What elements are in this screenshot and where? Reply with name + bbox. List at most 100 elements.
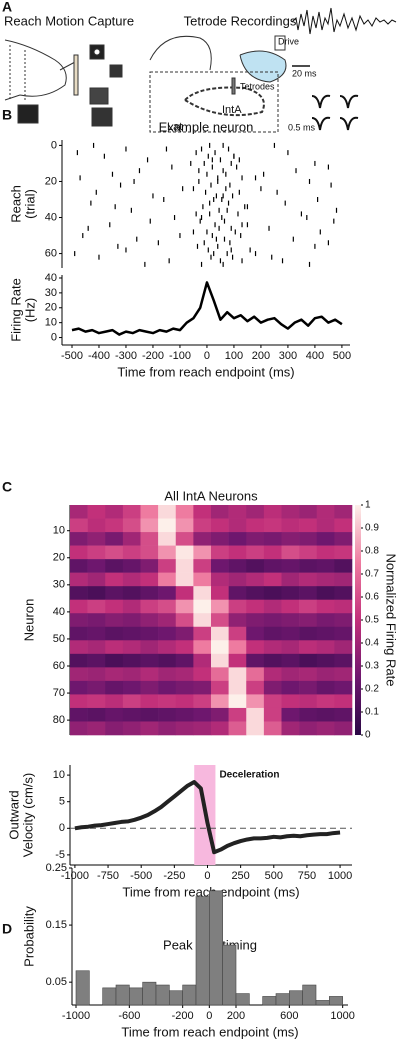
heatmap-cell <box>299 667 318 682</box>
x-tick-label: -200 <box>142 350 164 362</box>
heatmap-cell <box>228 586 247 601</box>
heatmap-cell <box>316 653 335 668</box>
heatmap-cell <box>193 613 212 628</box>
heatmap-cell <box>334 532 353 546</box>
heatmap-cell <box>158 586 177 601</box>
heatmap-cell <box>246 640 265 655</box>
heatmap-cell <box>246 518 265 533</box>
heatmap-cell <box>105 586 124 601</box>
heatmap-cell <box>334 667 353 682</box>
bar <box>142 981 157 1006</box>
heatmap-cell <box>299 518 318 533</box>
heatmap-cell <box>70 707 88 722</box>
y-tick-label: 30 <box>45 287 57 299</box>
heatmap-cell <box>246 559 265 573</box>
heatmap-cell <box>105 518 124 533</box>
colorbar-tick-label: 0.7 <box>365 569 379 580</box>
heatmap-cell <box>299 707 318 722</box>
bar <box>235 993 250 1006</box>
bar <box>275 993 290 1006</box>
heatmap-cell <box>122 707 141 722</box>
heatmap-cell <box>334 599 353 614</box>
heatmap-cell <box>175 721 194 736</box>
heatmap-cell <box>228 680 247 695</box>
heatmap-cell <box>299 694 318 709</box>
heatmap-cell <box>228 653 247 668</box>
heatmap-cell <box>281 532 300 546</box>
panel-label: B <box>2 107 12 123</box>
y-tick-label: 40 <box>53 606 65 618</box>
heatmap-cell <box>281 667 300 682</box>
heatmap-cell <box>122 572 141 587</box>
heatmap-cell <box>246 572 265 587</box>
heatmap-cell <box>334 721 353 736</box>
heatmap-cell <box>87 640 106 655</box>
heatmap-cell <box>316 613 335 628</box>
heatmap-cell <box>334 505 353 519</box>
heatmap-cell <box>211 626 229 641</box>
heatmap-cell <box>316 518 335 533</box>
heatmap-cell <box>281 572 300 587</box>
heatmap-cell <box>281 545 300 560</box>
y-tick-label: 10 <box>45 317 57 329</box>
heatmap-cell <box>105 532 124 546</box>
heatmap-cell <box>193 572 212 587</box>
line <box>74 780 341 855</box>
heatmap-cell <box>281 721 300 736</box>
heatmap-cell <box>246 680 265 695</box>
heatmap-cell <box>281 518 300 533</box>
bar <box>75 970 90 1006</box>
heatmap-cell <box>263 721 282 736</box>
bar <box>155 984 170 1006</box>
x-axis-label: Time from reach endpoint (ms) <box>117 364 294 379</box>
heatmap-cell <box>70 613 88 628</box>
heatmap-cell <box>263 572 282 587</box>
x-tick-label: 600 <box>280 1010 298 1022</box>
y-tick-label: 40 <box>45 272 57 284</box>
bar <box>302 984 317 1006</box>
heatmap-cell <box>105 653 124 668</box>
y-tick-label: -5 <box>55 849 65 861</box>
colorbar-tick-label: 0.8 <box>365 546 379 557</box>
heatmap-cell <box>70 518 88 533</box>
heatmap-cell <box>334 694 353 709</box>
heatmap-cell <box>105 707 124 722</box>
heatmap-cell <box>316 680 335 695</box>
heatmap-cell <box>334 518 353 533</box>
annotation: Tetrodes <box>240 81 275 91</box>
heatmap-cell <box>299 505 318 519</box>
heatmap-cell <box>193 626 212 641</box>
y-tick-label: 10 <box>53 525 65 537</box>
heatmap-cell <box>122 545 141 560</box>
heatmap-cell <box>193 653 212 668</box>
y-axis-label: Outward <box>6 790 21 839</box>
heatmap-cell <box>246 626 265 641</box>
heatmap-cell <box>193 667 212 682</box>
heatmap-cell <box>246 586 265 601</box>
heatmap-cell <box>281 626 300 641</box>
heatmap-cell <box>211 599 229 614</box>
heatmap-cell <box>316 667 335 682</box>
brain-drawing <box>149 35 287 133</box>
heatmap-cell <box>140 572 159 587</box>
heatmap-cell <box>105 613 124 628</box>
heatmap-cell <box>316 532 335 546</box>
heatmap-cell <box>246 707 265 722</box>
heatmap-cell <box>140 505 159 519</box>
line <box>71 281 343 336</box>
heatmap-cell <box>281 680 300 695</box>
colorbar-tick-label: 0.3 <box>365 661 379 672</box>
heatmap-cell <box>263 532 282 546</box>
heatmap-cell <box>158 559 177 573</box>
heatmap-cell <box>140 518 159 533</box>
heatmap-cell <box>334 626 353 641</box>
heatmap-cell <box>228 545 247 560</box>
x-tick-label: 1000 <box>328 870 352 882</box>
heatmap-cell <box>122 721 141 736</box>
y-axis-label: Firing Rate <box>8 278 23 342</box>
heatmap-cell <box>316 599 335 614</box>
heatmap-cell <box>122 532 141 546</box>
heatmap-cell <box>263 667 282 682</box>
heatmap-cell <box>175 680 194 695</box>
heatmap-cell <box>193 545 212 560</box>
